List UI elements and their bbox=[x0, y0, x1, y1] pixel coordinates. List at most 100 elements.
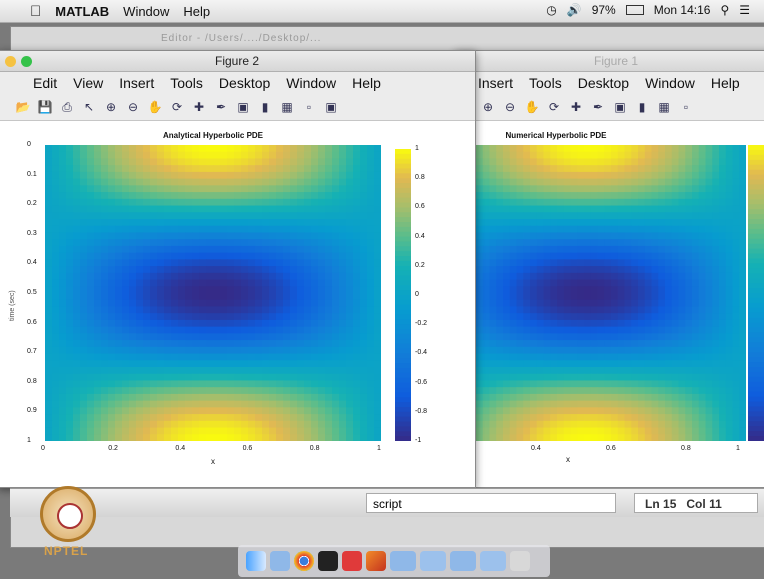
chart-2-cell bbox=[658, 333, 666, 341]
brush-icon[interactable]: ✒ bbox=[215, 100, 227, 114]
link-plot-icon[interactable]: ▣ bbox=[614, 100, 626, 114]
hide-plot-tools-icon[interactable]: ▫ bbox=[683, 100, 689, 114]
chart-1-cell bbox=[150, 192, 158, 200]
colorbar-icon[interactable]: ▮ bbox=[261, 100, 269, 114]
chart-1-cell bbox=[73, 232, 81, 240]
figure-1-menu-insert[interactable]: Insert bbox=[478, 75, 514, 91]
chart-2-cell bbox=[604, 185, 612, 193]
figure-2-menu-tools[interactable]: Tools bbox=[170, 75, 203, 91]
trash-icon[interactable] bbox=[510, 551, 530, 571]
chrome-icon[interactable] bbox=[294, 551, 314, 571]
figure-1-menu-desktop[interactable]: Desktop bbox=[577, 75, 630, 91]
figure-2-menu-desktop[interactable]: Desktop bbox=[218, 75, 271, 91]
chart-1-cell bbox=[143, 151, 151, 160]
menubar-item-window[interactable]: Window bbox=[111, 3, 169, 19]
spotlight-search-icon[interactable]: ⚲ bbox=[720, 3, 730, 17]
legend-icon[interactable]: ▦ bbox=[281, 100, 293, 114]
chart-1-cell bbox=[262, 192, 270, 200]
figure-1-window[interactable]: Figure 1 Insert Tools Desktop Window Hel… bbox=[455, 50, 764, 488]
chart-2-cell bbox=[725, 219, 734, 227]
zoom-out-icon[interactable]: ⊖ bbox=[127, 100, 139, 114]
apple-icon[interactable]:  bbox=[30, 3, 41, 20]
menubar-item-help[interactable]: Help bbox=[172, 3, 210, 19]
preview-icon[interactable] bbox=[270, 551, 290, 571]
chart-2-cell bbox=[692, 319, 700, 328]
terminal-icon[interactable] bbox=[318, 551, 338, 571]
folder-icon-3[interactable] bbox=[450, 551, 476, 571]
chart-1-cell bbox=[255, 293, 263, 301]
finder-icon[interactable] bbox=[246, 551, 266, 571]
volume-icon[interactable]: 🔊 bbox=[566, 3, 582, 17]
zoom-in-icon[interactable]: ⊕ bbox=[105, 100, 117, 114]
figure-2-menu-window[interactable]: Window bbox=[286, 75, 337, 91]
matlab-icon[interactable] bbox=[366, 551, 386, 571]
time-machine-icon[interactable]: ◷ bbox=[546, 3, 557, 17]
chart-1-cell bbox=[262, 313, 270, 321]
chart-2-cell bbox=[543, 272, 551, 281]
chart-1-cell bbox=[269, 299, 277, 308]
figure-2-window[interactable]: Figure 2 Edit View Insert Tools Desktop … bbox=[0, 50, 476, 488]
chart-1-cell bbox=[297, 198, 305, 207]
figure-2-titlebar[interactable]: Figure 2 bbox=[0, 51, 475, 72]
chart-2-cell bbox=[617, 319, 626, 328]
pan-hand-icon[interactable]: ✋ bbox=[524, 100, 540, 114]
figure-1-menu-tools[interactable]: Tools bbox=[529, 75, 562, 91]
open-file-icon[interactable]: 📂 bbox=[15, 100, 31, 114]
link-plot-icon[interactable]: ▣ bbox=[237, 100, 249, 114]
chart-1-cell bbox=[234, 279, 242, 287]
chart-2-cell bbox=[644, 158, 653, 166]
pan-hand-icon[interactable]: ✋ bbox=[147, 100, 163, 114]
close-window-button[interactable] bbox=[5, 56, 16, 67]
rotate-3d-icon[interactable]: ⟳ bbox=[171, 100, 183, 114]
zoom-in-icon[interactable]: ⊕ bbox=[482, 100, 494, 114]
folder-icon-2[interactable] bbox=[420, 551, 446, 571]
figure-1-menu-window[interactable]: Window bbox=[645, 75, 695, 91]
chart-2-cell bbox=[658, 387, 666, 395]
data-cursor-icon[interactable]: ✚ bbox=[570, 100, 582, 114]
chart-1-cell bbox=[346, 299, 354, 308]
edit-plot-icon[interactable]: ↖ bbox=[83, 100, 95, 114]
folder-icon-1[interactable] bbox=[390, 551, 416, 571]
chart-1-cell bbox=[283, 178, 291, 186]
chart-1-cell bbox=[150, 373, 158, 382]
zoom-window-button[interactable] bbox=[21, 56, 32, 67]
show-plot-tools-icon[interactable]: ▣ bbox=[325, 100, 337, 114]
figure-1-titlebar[interactable]: Figure 1 bbox=[456, 51, 764, 72]
data-cursor-icon[interactable]: ✚ bbox=[193, 100, 205, 114]
chart-2-cell bbox=[482, 252, 491, 260]
chart-2-cell bbox=[685, 145, 693, 153]
chart-1-cell bbox=[59, 192, 67, 200]
chart-1-cell bbox=[136, 387, 144, 395]
save-icon[interactable]: 💾 bbox=[37, 100, 53, 114]
app-icon-red[interactable] bbox=[342, 551, 362, 571]
figure-1-menu-help[interactable]: Help bbox=[710, 75, 740, 91]
menubar-app-name[interactable]: MATLAB bbox=[44, 3, 109, 19]
legend-icon[interactable]: ▦ bbox=[658, 100, 670, 114]
chart-1-cell bbox=[73, 266, 81, 274]
chart-1-cell bbox=[255, 279, 263, 287]
battery-percent[interactable]: 97% bbox=[591, 3, 616, 17]
figure-2-menu-view[interactable]: View bbox=[73, 75, 104, 91]
folder-icon-4[interactable] bbox=[480, 551, 506, 571]
chart-1-cell bbox=[283, 387, 291, 395]
brush-icon[interactable]: ✒ bbox=[592, 100, 604, 114]
notification-center-icon[interactable]: ☰ bbox=[739, 3, 750, 17]
chart-1-cell bbox=[339, 427, 347, 435]
chart-1-cell bbox=[367, 158, 375, 166]
menubar-clock[interactable]: Mon 14:16 bbox=[653, 3, 711, 17]
chart-2-cell bbox=[739, 171, 746, 180]
hide-plot-tools-icon[interactable]: ▫ bbox=[306, 100, 312, 114]
chart-1-cell bbox=[157, 360, 165, 368]
figure-2-menu-insert[interactable]: Insert bbox=[119, 75, 155, 91]
print-icon[interactable]: ⎙ bbox=[62, 100, 72, 114]
battery-icon[interactable] bbox=[625, 5, 644, 15]
colorbar-icon[interactable]: ▮ bbox=[638, 100, 646, 114]
figure-2-menu-edit[interactable]: Edit bbox=[33, 75, 58, 91]
zoom-out-icon[interactable]: ⊖ bbox=[504, 100, 516, 114]
figure-2-menu-help[interactable]: Help bbox=[352, 75, 381, 91]
chart-1-cell bbox=[178, 151, 186, 160]
rotate-3d-icon[interactable]: ⟳ bbox=[548, 100, 560, 114]
chart-2-cell bbox=[712, 293, 720, 301]
chart-2-cell bbox=[570, 360, 578, 368]
chart-2-cell bbox=[604, 178, 612, 186]
